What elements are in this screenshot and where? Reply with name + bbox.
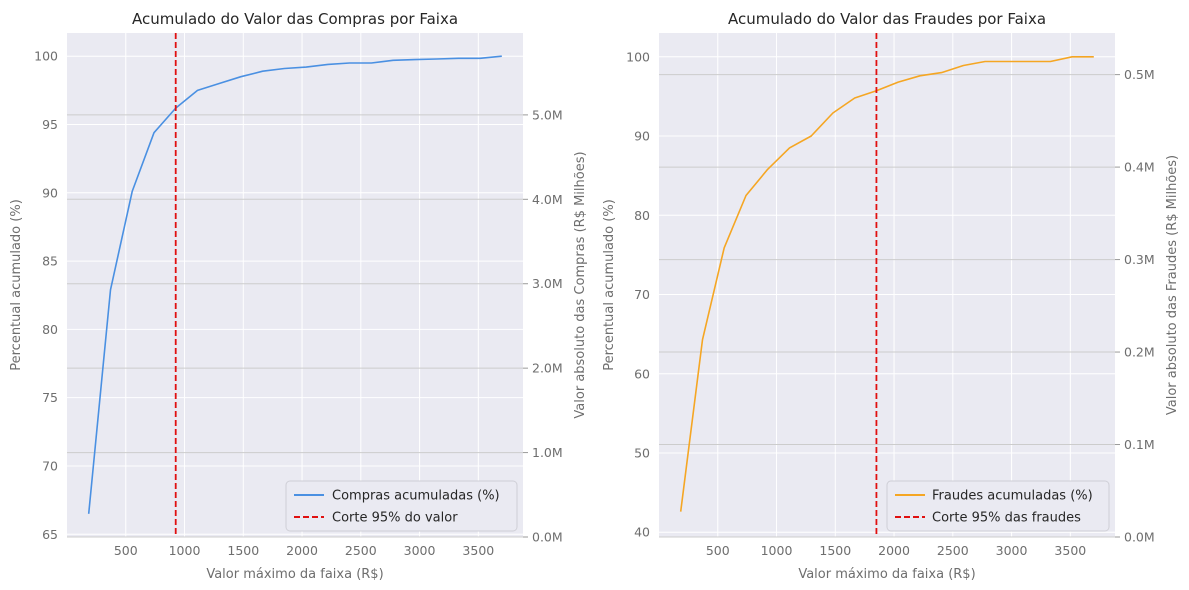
y-axis-label: Percentual acumulado (%): [9, 199, 24, 371]
x-tick-label: 1500: [227, 543, 259, 558]
y-tick-label: 90: [634, 129, 650, 144]
legend: Compras acumuladas (%) Corte 95% do valo…: [285, 480, 518, 532]
chart-title: Acumulado do Valor das Fraudes por Faixa: [728, 10, 1046, 28]
y-tick-label: 90: [42, 185, 58, 200]
y2-tick-label: 0.0M: [532, 530, 563, 545]
plot-area: [67, 33, 523, 537]
x-tick-label: 1500: [819, 543, 851, 558]
tick-labels: 500 1000 1500 2000 2500 3000 3500 65 70 75 80 85 90 9…: [34, 49, 563, 558]
y-axis-label: Percentual acumulado (%): [602, 199, 617, 371]
y2-tick-label: 1.0M: [532, 445, 563, 460]
y2-tick-label: 0.0M: [1124, 530, 1155, 545]
chart-compras: Acumulado do Valor das Compras por Faixa…: [9, 10, 588, 582]
y-tick-label: 80: [42, 322, 58, 337]
legend-frame: [886, 480, 1110, 532]
y-tick-label: 60: [634, 366, 650, 381]
y-tick-label: 85: [42, 254, 58, 269]
y2-tick-label: 0.2M: [1124, 345, 1155, 360]
legend-label-compras: Compras acumuladas (%): [332, 489, 500, 504]
y-tick-label: 100: [626, 49, 650, 64]
series-layer: [87, 33, 502, 537]
x-tick-label: 500: [114, 543, 138, 558]
y2-tick-label: 0.4M: [1124, 160, 1155, 175]
x-tick-label: 2000: [878, 543, 910, 558]
y2-tick-label: 0.1M: [1124, 437, 1155, 452]
y2-tick-label: 3.0M: [532, 276, 563, 291]
series-line: [87, 55, 502, 514]
y-tick-label: 100: [34, 49, 58, 64]
y2-tick-label: 0.5M: [1124, 67, 1155, 82]
x-axis-label: Valor máximo da faixa (R$): [798, 567, 975, 582]
legend-frame: [285, 480, 518, 532]
plot-area: [659, 33, 1115, 537]
y-tick-label: 65: [42, 527, 58, 542]
y-tick-label: 95: [42, 117, 58, 132]
x-tick-label: 2000: [286, 543, 318, 558]
legend-label-cut: Corte 95% do valor: [332, 511, 458, 526]
x-axis-label: Valor máximo da faixa (R$): [206, 567, 383, 582]
y-tick-label: 80: [634, 208, 650, 223]
x-tick-label: 3500: [1054, 543, 1086, 558]
y-tick-label: 75: [42, 390, 58, 405]
x-tick-label: 2500: [937, 543, 969, 558]
y-tick-label: 70: [634, 287, 650, 302]
series-layer: [679, 33, 1094, 537]
y2-tick-label: 0.3M: [1124, 252, 1155, 267]
y-tick-label: 40: [634, 525, 650, 540]
legend-label-cut: Corte 95% das fraudes: [932, 511, 1081, 526]
x-tick-label: 3000: [996, 543, 1028, 558]
y2-tick-label: 5.0M: [532, 107, 563, 122]
y-tick-label: 70: [42, 458, 58, 473]
x-tick-label: 500: [706, 543, 730, 558]
y-tick-label: 50: [634, 446, 650, 461]
chart-fraudes: Acumulado do Valor das Fraudes por Faixa…: [602, 10, 1180, 582]
x-tick-label: 2500: [345, 543, 377, 558]
tick-labels: 500 1000 1500 2000 2500 3000 3500 40 50 60 70 80 90 1…: [626, 49, 1155, 558]
legend-label-fraudes: Fraudes acumuladas (%): [932, 489, 1093, 504]
x-tick-label: 1000: [169, 543, 201, 558]
x-tick-label: 1000: [761, 543, 793, 558]
x-tick-label: 3500: [462, 543, 494, 558]
y2-tick-label: 4.0M: [532, 192, 563, 207]
series-line: [679, 55, 1094, 512]
legend: Fraudes acumuladas (%) Corte 95% das fra…: [886, 480, 1110, 532]
y2-axis-label: Valor absoluto das Fraudes (R$ Milhões): [1165, 155, 1180, 415]
y2-tick-label: 2.0M: [532, 361, 563, 376]
y2-axis-label: Valor absoluto das Compras (R$ Milhões): [573, 151, 588, 418]
gridlines: [67, 33, 523, 538]
gridlines: [659, 33, 1115, 538]
chart-title: Acumulado do Valor das Compras por Faixa: [132, 10, 458, 28]
x-tick-label: 3000: [404, 543, 436, 558]
